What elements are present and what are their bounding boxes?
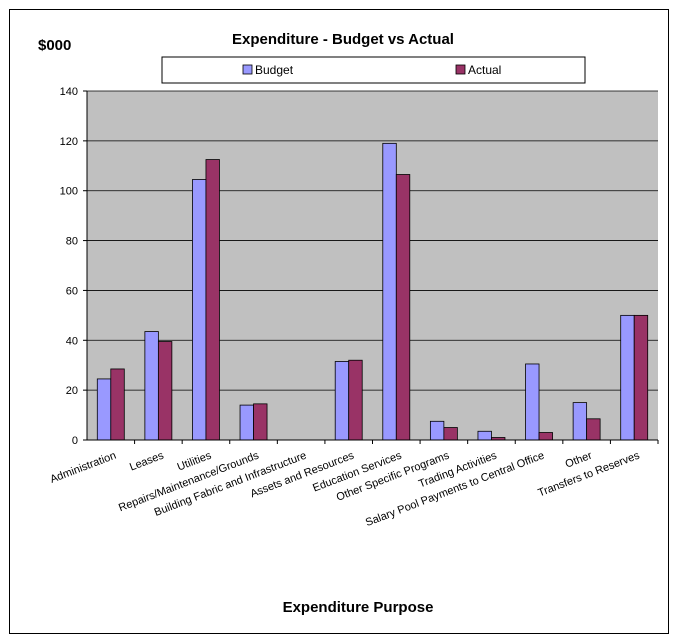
bar-actual-2	[205, 159, 220, 441]
bar-budget-11	[620, 314, 635, 441]
y-unit-label: $000	[38, 37, 71, 54]
bar-budget-0	[96, 378, 112, 441]
bar-budget-7	[429, 420, 445, 441]
bar-actual-0	[110, 368, 125, 441]
bar-actual-5	[348, 359, 363, 441]
bar-budget-5	[334, 361, 350, 441]
y-tick-label: 140	[60, 86, 78, 98]
legend-swatch-actual	[455, 64, 466, 75]
bar-actual-10	[586, 418, 601, 441]
bar-budget-8	[477, 430, 492, 441]
x-tick-labels: Administration Leases UtilitiesRepairs/Mai…	[48, 449, 641, 529]
bar-actual-6	[395, 174, 411, 441]
legend-swatch-budget	[242, 64, 253, 75]
bar-actual-7	[443, 427, 458, 441]
y-tick-label: 40	[66, 335, 78, 347]
y-tick-label: 60	[66, 285, 78, 297]
bar-actual-11	[633, 314, 649, 441]
bar-actual-1	[157, 341, 173, 441]
y-tick-label: 80	[66, 236, 78, 248]
y-tick-label: 20	[66, 385, 78, 397]
bar-actual-9	[538, 432, 553, 441]
x-tick-label: Leases	[128, 449, 166, 473]
bar-budget-9	[525, 363, 540, 441]
bar-budget-3	[239, 404, 254, 441]
legend: Budget Actual	[161, 56, 586, 84]
bar-actual-3	[253, 403, 268, 441]
chart-title: Expenditure - Budget vs Actual	[232, 31, 454, 48]
bar-budget-1	[144, 331, 159, 441]
bar-budget-2	[192, 179, 207, 441]
bar-budget-10	[572, 402, 588, 441]
plot-area	[87, 91, 658, 440]
bars	[96, 142, 659, 444]
y-tick-label: 100	[60, 186, 78, 198]
x-tick-label: Administration	[48, 450, 117, 486]
gridlines	[83, 90, 658, 441]
legend-label-budget: Budget	[255, 63, 294, 77]
bar-budget-6	[382, 142, 397, 441]
y-tick-label: 0	[72, 435, 78, 447]
y-tick-label: 120	[60, 136, 78, 148]
y-tick-labels: 0 20 40 60 80 100 120 140	[60, 86, 78, 447]
legend-box	[161, 56, 586, 84]
x-axis-title: Expenditure Purpose	[283, 599, 434, 616]
legend-label-actual: Actual	[468, 63, 501, 77]
